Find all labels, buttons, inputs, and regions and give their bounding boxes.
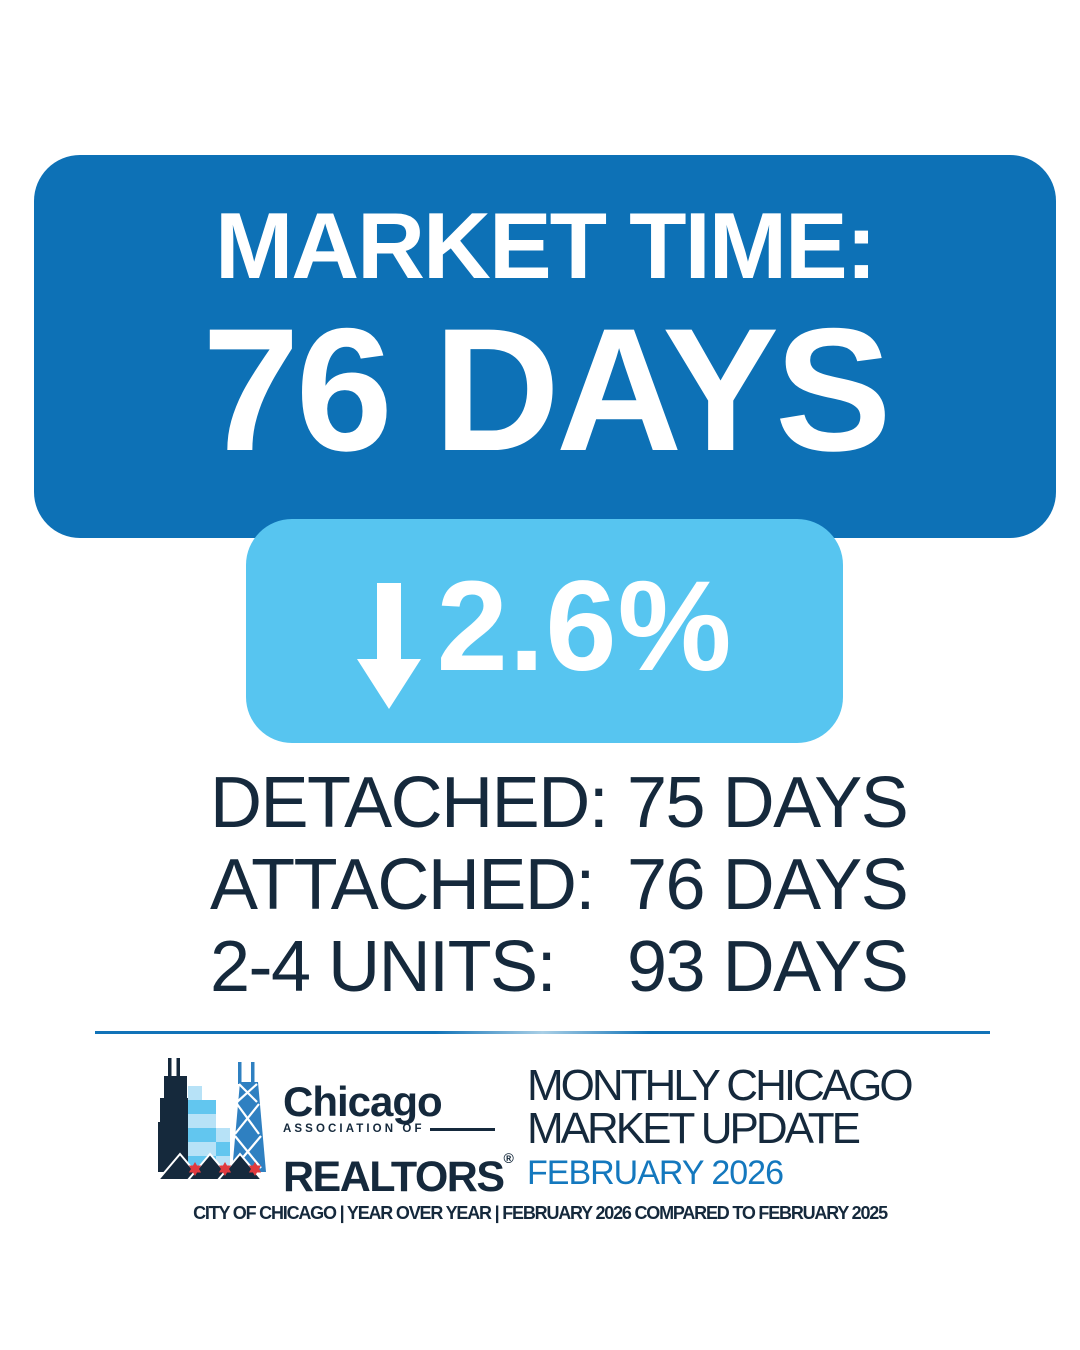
logo-brand-top: Chicago [283,1078,443,1125]
stat-row-2-4-units: 2-4 UNITS: 93 DAYS [210,926,930,1008]
stat-label: ATTACHED: [210,845,595,925]
stat-label: 2-4 UNITS: [210,927,557,1007]
stat-value: 93 DAYS [627,927,909,1007]
stat-label: DETACHED: [210,763,609,843]
down-arrow-icon [356,583,421,709]
stat-row-attached: ATTACHED: 76 DAYS [210,844,930,926]
stat-value: 75 DAYS [627,763,909,843]
update-line-2: MARKET UPDATE [527,1104,861,1153]
logo-brand-main: REALTORS® [283,1137,514,1199]
chicago-skyline-icon [158,1058,266,1180]
logo-rule [429,1128,495,1131]
divider-line [95,1031,990,1034]
registered-trademark-symbol: ® [503,1150,514,1166]
update-line-1: MONTHLY CHICAGO [527,1061,914,1110]
stat-row-detached: DETACHED: 75 DAYS [210,762,930,844]
update-period: FEBRUARY 2026 [527,1154,784,1192]
monthly-update-block: MONTHLY CHICAGO MARKET UPDATE FEBRUARY 2… [527,1061,914,1192]
logo-sub-row: ASSOCIATION OF [283,1123,495,1136]
yoy-change-badge: 2.6% [246,519,843,743]
market-time-value: 76 DAYS [202,293,891,488]
property-type-stats: DETACHED: 75 DAYS ATTACHED: 76 DAYS 2-4 … [210,762,930,1008]
footer-note: CITY OF CHICAGO | YEAR OVER YEAR | FEBRU… [193,1203,888,1223]
market-time-panel: MARKET TIME: 76 DAYS [34,155,1056,538]
logo-brand-sub: ASSOCIATION OF [283,1123,425,1135]
yoy-change-value: 2.6% [436,555,733,698]
stat-value: 76 DAYS [627,845,909,925]
logo-brand-main-text: REALTORS [283,1153,505,1201]
car-logo-wordmark: Chicago ASSOCIATION OF REALTORS® [283,1078,514,1199]
market-time-title: MARKET TIME: [214,193,877,298]
